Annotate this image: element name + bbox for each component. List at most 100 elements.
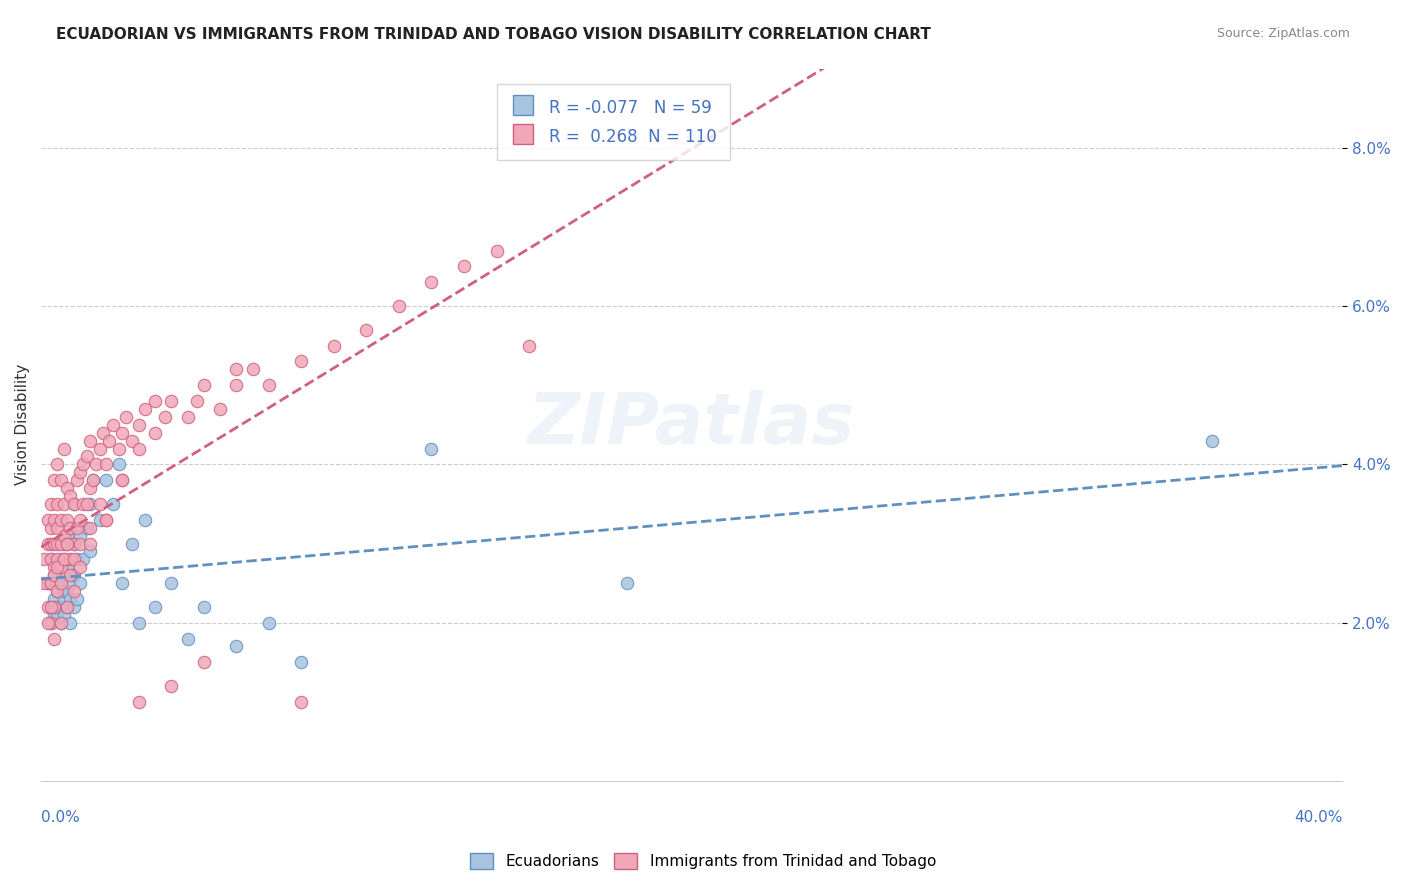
Point (101, 417, 124, 432)
Point (160, 576, 183, 591)
Point (39, 599, 62, 614)
Point (420, 275, 443, 289)
Point (49, 560, 72, 574)
Point (49, 536, 72, 550)
Point (37, 513, 59, 527)
Point (257, 615, 280, 630)
Point (59, 568, 82, 582)
Point (37, 576, 59, 591)
Point (56, 536, 79, 550)
Point (49, 599, 72, 614)
Point (69, 465, 91, 479)
Point (59, 576, 82, 591)
Point (37, 536, 59, 550)
Point (49, 576, 72, 591)
Point (225, 362, 247, 376)
Point (225, 378, 247, 392)
Text: ECUADORIAN VS IMMIGRANTS FROM TRINIDAD AND TOBAGO VISION DISABILITY CORRELATION : ECUADORIAN VS IMMIGRANTS FROM TRINIDAD A… (56, 27, 931, 42)
Point (76, 521, 98, 535)
Point (356, 323, 378, 337)
Point (37, 599, 59, 614)
Point (186, 394, 208, 409)
Point (128, 442, 150, 456)
Point (46, 607, 69, 622)
Point (39, 521, 62, 535)
Point (143, 599, 166, 614)
Point (49, 615, 72, 630)
Point (76, 497, 98, 511)
Point (91, 425, 114, 440)
Text: 40.0%: 40.0% (1294, 810, 1343, 824)
Point (39, 576, 62, 591)
Point (76, 450, 98, 464)
Point (128, 417, 150, 432)
Point (42, 536, 65, 550)
Point (52, 568, 75, 582)
Point (322, 338, 344, 352)
Point (160, 679, 183, 693)
Point (121, 536, 143, 550)
Point (39, 497, 62, 511)
Point (485, 244, 508, 258)
Point (160, 394, 183, 409)
Point (62, 497, 84, 511)
Point (153, 409, 176, 424)
Point (52, 584, 75, 599)
Point (46, 521, 69, 535)
Point (59, 591, 82, 606)
Point (39, 599, 62, 614)
Point (62, 568, 84, 582)
Point (56, 528, 79, 542)
Point (134, 513, 156, 527)
Point (34, 576, 56, 591)
Point (111, 425, 134, 440)
Point (82, 473, 104, 487)
Point (111, 576, 134, 591)
Point (96, 458, 118, 472)
Point (96, 513, 118, 527)
Point (56, 536, 79, 550)
Point (49, 473, 72, 487)
Point (62, 536, 84, 550)
Point (46, 560, 69, 574)
Point (193, 378, 215, 392)
Point (111, 473, 134, 487)
Point (108, 458, 131, 472)
Point (39, 552, 62, 566)
Point (37, 615, 59, 630)
Point (108, 442, 131, 456)
Point (121, 434, 143, 448)
Point (128, 615, 150, 630)
Point (69, 560, 91, 574)
Point (39, 615, 62, 630)
Point (290, 655, 312, 669)
Point (79, 521, 101, 535)
Point (114, 409, 136, 424)
Point (453, 260, 475, 274)
Point (62, 584, 84, 599)
Point (39, 552, 62, 566)
Point (59, 552, 82, 566)
Point (72, 458, 94, 472)
Text: 0.0%: 0.0% (41, 810, 80, 824)
Point (290, 695, 312, 709)
Point (82, 473, 104, 487)
Point (69, 576, 91, 591)
Point (42, 632, 65, 646)
Point (42, 599, 65, 614)
Point (79, 544, 101, 558)
Point (242, 362, 264, 376)
Point (52, 591, 75, 606)
Point (56, 599, 79, 614)
Point (89, 442, 111, 456)
Point (66, 591, 89, 606)
Point (49, 576, 72, 591)
Point (1201, 434, 1223, 448)
Point (52, 607, 75, 622)
Point (225, 640, 247, 654)
Point (98, 434, 121, 448)
Point (89, 513, 111, 527)
Point (62, 536, 84, 550)
Point (59, 489, 82, 503)
Point (56, 513, 79, 527)
